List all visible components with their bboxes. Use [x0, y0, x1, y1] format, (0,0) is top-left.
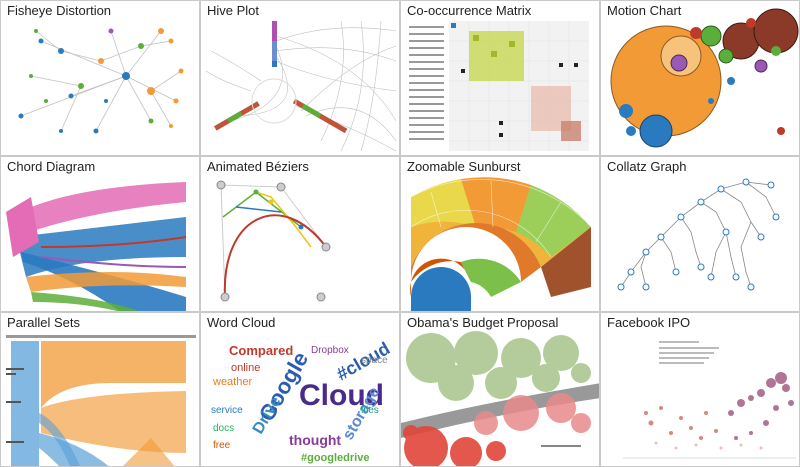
gallery-item-title: Chord Diagram — [7, 159, 96, 174]
gallery-item-motion-chart[interactable]: Motion Chart — [600, 0, 800, 156]
gallery-item-title: Parallel Sets — [7, 315, 80, 330]
fisheye-distortion-thumbnail — [1, 1, 199, 155]
gallery-item-title: Zoomable Sunburst — [407, 159, 521, 174]
word: service — [211, 405, 243, 416]
gallery-item-title: Fisheye Distortion — [7, 3, 112, 18]
word: files — [361, 405, 379, 416]
word: space — [361, 355, 388, 366]
animated-beziers-thumbnail — [201, 157, 399, 311]
chord-diagram-thumbnail — [1, 157, 199, 311]
word: online — [231, 362, 260, 374]
gallery-item-fisheye-distortion[interactable]: Fisheye Distortion — [0, 0, 200, 156]
gallery-item-budget-proposal[interactable]: Obama's Budget Proposal — [400, 312, 600, 467]
word: weather — [212, 376, 252, 388]
word: Dropbox — [311, 345, 349, 356]
gallery-item-title: Animated Béziers — [207, 159, 309, 174]
motion-chart-thumbnail — [601, 1, 799, 155]
gallery-item-title: Obama's Budget Proposal — [407, 315, 559, 330]
word: free — [213, 440, 231, 451]
collatz-graph-thumbnail — [601, 157, 799, 311]
gallery-item-parallel-sets[interactable]: Parallel Sets — [0, 312, 200, 467]
word: docs — [213, 423, 234, 434]
zoomable-sunburst-thumbnail — [401, 157, 599, 311]
word: Cloud — [299, 379, 384, 412]
gallery-item-collatz-graph[interactable]: Collatz Graph — [600, 156, 800, 312]
word: #googledrive — [301, 452, 369, 464]
gallery-item-facebook-ipo[interactable]: Facebook IPO — [600, 312, 800, 467]
co-occurrence-matrix-thumbnail — [401, 1, 599, 155]
facebook-ipo-thumbnail — [601, 313, 799, 466]
word-cloud-thumbnail: Cloud Google Drive #cloud storage Compar… — [201, 313, 399, 466]
gallery-item-title: Hive Plot — [207, 3, 260, 18]
hive-plot-thumbnail — [201, 1, 399, 155]
gallery-item-animated-beziers[interactable]: Animated Béziers — [200, 156, 400, 312]
gallery-item-title: Collatz Graph — [607, 159, 687, 174]
gallery-item-title: Facebook IPO — [607, 315, 691, 330]
word: thought — [289, 432, 341, 448]
word: Compared — [229, 343, 293, 358]
gallery-item-hive-plot[interactable]: Hive Plot — [200, 0, 400, 156]
gallery-item-title: Word Cloud — [207, 315, 276, 330]
budget-proposal-thumbnail — [401, 313, 599, 466]
gallery-item-co-occurrence-matrix[interactable]: Co-occurrence Matrix — [400, 0, 600, 156]
gallery-item-title: Co-occurrence Matrix — [407, 3, 532, 18]
parallel-sets-thumbnail — [1, 313, 199, 466]
gallery-item-chord-diagram[interactable]: Chord Diagram — [0, 156, 200, 312]
gallery-item-zoomable-sunburst[interactable]: Zoomable Sunburst — [400, 156, 600, 312]
gallery-item-title: Motion Chart — [607, 3, 682, 18]
gallery-item-word-cloud[interactable]: Cloud Google Drive #cloud storage Compar… — [200, 312, 400, 467]
